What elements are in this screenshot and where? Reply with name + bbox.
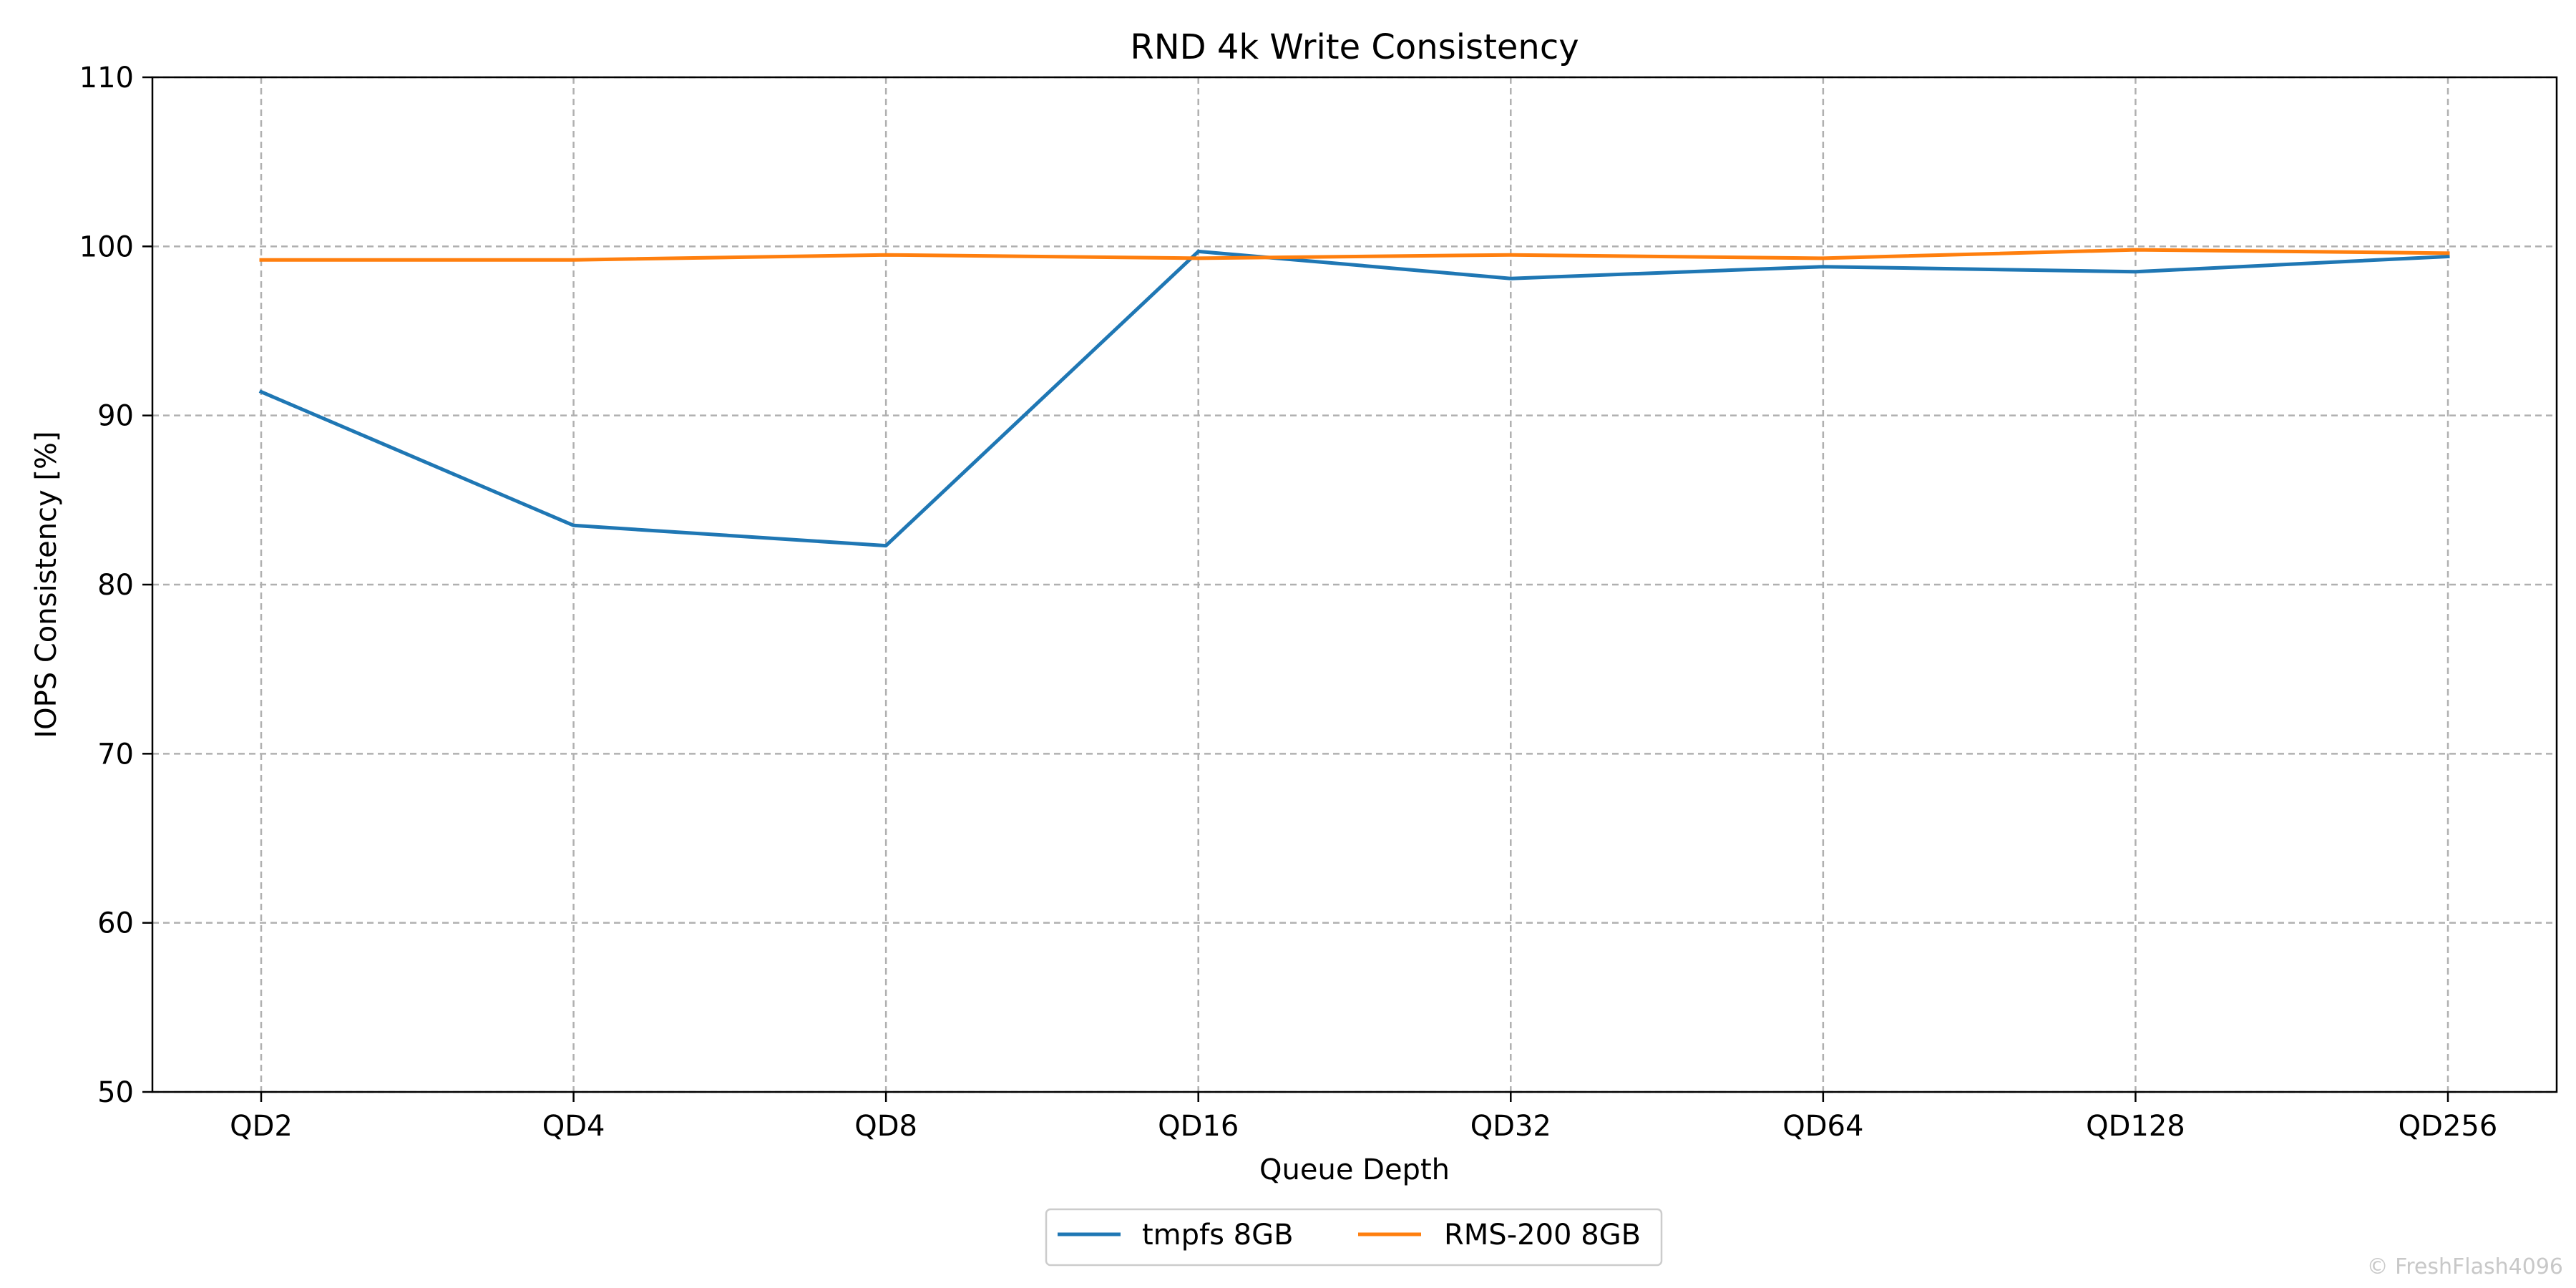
y-tick-label: 100 [79, 230, 134, 263]
y-tick-label: 50 [97, 1076, 134, 1109]
y-axis-label: IOPS Consistency [%] [30, 431, 63, 738]
y-tick-label: 80 [97, 569, 134, 602]
x-tick-label: QD16 [1158, 1110, 1239, 1143]
axis-ticks: QD2 QD4 QD8 QD16 QD32 QD64 QD128 QD256 50 60 70 80 9… [79, 62, 2498, 1143]
series-line-0 [258, 249, 2450, 548]
legend-label-rms200: RMS-200 8GB [1444, 1219, 1641, 1252]
x-tick-label: QD32 [1470, 1110, 1551, 1143]
x-tick-label: QD8 [854, 1110, 917, 1143]
x-tick-label: QD4 [542, 1110, 605, 1143]
series-line-1 [259, 248, 2450, 262]
grid-lines [152, 76, 2557, 1093]
y-tick-label: 90 [97, 400, 134, 433]
legend-box [1045, 1208, 1663, 1267]
legend: tmpfs 8GB RMS-200 8GB [1045, 1208, 1663, 1267]
x-tick-label: QD128 [2086, 1110, 2185, 1143]
legend-label-tmpfs: tmpfs 8GB [1142, 1219, 1294, 1252]
series-lines [258, 248, 2450, 548]
x-tick-label: QD2 [230, 1110, 293, 1143]
x-tick-label: QD64 [1782, 1110, 1863, 1143]
chart-title: RND 4k Write Consistency [1130, 27, 1579, 67]
x-axis-label: Queue Depth [1259, 1153, 1450, 1186]
watermark: © FreshFlash4096 [2366, 1254, 2563, 1279]
y-tick-label: 60 [97, 907, 134, 940]
y-tick-label: 110 [79, 62, 134, 94]
x-tick-label: QD256 [2399, 1110, 2498, 1143]
y-tick-label: 70 [97, 738, 134, 771]
